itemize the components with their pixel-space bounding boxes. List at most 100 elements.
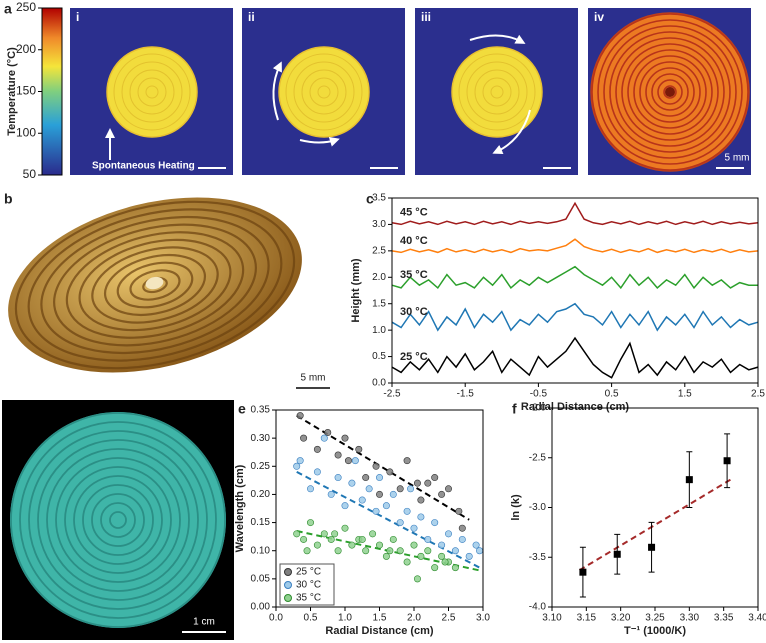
axes-frame [391, 197, 759, 384]
y-tick-label: 3.0 [372, 219, 386, 230]
point [424, 479, 432, 487]
point [438, 541, 446, 549]
ring [78, 238, 232, 332]
point [396, 547, 404, 555]
point [417, 513, 425, 521]
y-axis-title: Temperature (°C) [6, 47, 18, 136]
y-tick-label: 0.15 [251, 517, 271, 528]
line [391, 336, 759, 379]
panel-label: f [512, 401, 517, 417]
ring [309, 77, 339, 107]
y-tick-label: 50 [23, 167, 37, 181]
point [407, 485, 415, 493]
sample-disk [278, 46, 370, 138]
ring [633, 55, 707, 129]
y-tick-label: 0.35 [251, 405, 271, 416]
point [334, 474, 342, 482]
point [331, 530, 339, 538]
x-tick-label: 1.5 [678, 389, 692, 400]
y-tick-label: -3.5 [529, 552, 547, 563]
ring [597, 19, 743, 165]
point [389, 490, 397, 498]
point [362, 547, 370, 555]
point [451, 547, 459, 555]
point [444, 485, 452, 493]
x-tick-label: 0.5 [304, 613, 318, 624]
point [320, 434, 328, 442]
fit-line [296, 414, 470, 521]
point [369, 530, 377, 538]
ring [19, 421, 217, 619]
annotation: Spontaneous Heating [92, 161, 195, 172]
x-tick-label: -0.5 [530, 389, 548, 400]
point [334, 547, 342, 555]
ring [91, 493, 145, 547]
series-label: 30 °C [400, 306, 428, 318]
point [320, 530, 328, 538]
center-dot [665, 87, 675, 97]
y-axis-title: ln (k) [510, 494, 522, 521]
point [613, 550, 621, 558]
x-tick-label: 2.5 [442, 613, 456, 624]
series-label: 25 °C [400, 351, 428, 363]
y-tick-label: 0.00 [251, 602, 271, 613]
point [348, 541, 356, 549]
y-tick-label: -3.0 [529, 502, 547, 513]
point [431, 519, 439, 527]
point [382, 552, 390, 560]
y-tick-label: 2.5 [372, 245, 386, 256]
ring [14, 200, 296, 370]
point [417, 552, 425, 560]
point [396, 519, 404, 527]
ring [603, 25, 737, 159]
line [391, 265, 758, 290]
ring [103, 254, 207, 316]
point [296, 412, 304, 420]
disk [10, 412, 226, 628]
arrow [299, 137, 340, 147]
ring [37, 439, 199, 601]
line [391, 238, 759, 254]
point [358, 535, 366, 543]
x-tick-label: 3.35 [714, 613, 734, 624]
y-tick-label: 200 [16, 42, 36, 56]
y-tick-label: 1.0 [372, 325, 386, 336]
y-tick-label: 3.5 [372, 193, 386, 204]
subpanel-label: iii [421, 10, 431, 24]
point [355, 445, 363, 453]
y-axis-title: Height (mm) [350, 258, 362, 323]
thermal-image: iii [415, 8, 578, 175]
x-axis-title: T⁻¹ (1000/K) [624, 625, 686, 637]
y-axis-title: Wavelength (cm) [234, 464, 246, 552]
point [313, 445, 321, 453]
ring [137, 77, 167, 107]
ring [458, 53, 536, 131]
point [358, 496, 366, 504]
ring [621, 43, 719, 141]
point [458, 535, 466, 543]
subpanel-label: i [76, 10, 79, 24]
point [334, 451, 342, 459]
point [313, 541, 321, 549]
y-tick-label: -2.5 [529, 452, 547, 463]
ring [53, 223, 257, 347]
ring [317, 85, 331, 99]
point [375, 474, 383, 482]
point [579, 568, 587, 576]
point [300, 535, 308, 543]
y-tick-label: -4.0 [529, 602, 547, 613]
ring [27, 208, 283, 362]
point [403, 558, 411, 566]
x-tick-label: 3.40 [748, 613, 766, 624]
point [389, 535, 397, 543]
y-tick-label: 0.05 [251, 573, 271, 584]
subpanel-label: iv [594, 10, 604, 24]
ring [639, 61, 701, 123]
ring [490, 85, 504, 99]
point [375, 490, 383, 498]
ring [28, 430, 208, 610]
ring [73, 475, 163, 565]
point [382, 502, 390, 510]
thermal-image: i [70, 8, 233, 175]
